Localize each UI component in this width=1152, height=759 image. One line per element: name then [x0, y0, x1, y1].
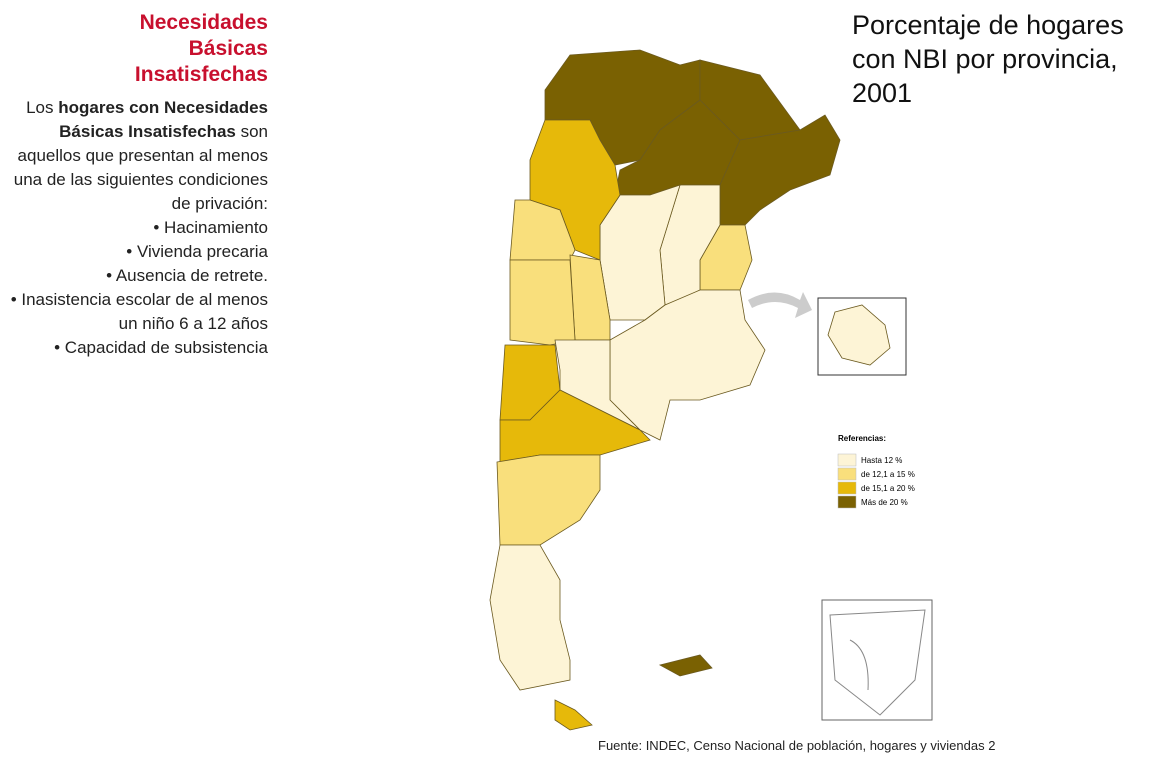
sidebar-title: Necesidades Básicas Insatisfechas [134, 11, 268, 86]
legend-title: Referencias: [838, 434, 886, 443]
source: Fuente: INDEC, Censo Nacional de poblaci… [598, 738, 996, 753]
sidebar: Necesidades Básicas Insatisfechas Los ho… [0, 10, 268, 360]
condition: • Inasistencia escolar de al menos un ni… [10, 290, 268, 333]
legend: Hasta 12 % de 12,1 a 15 % de 15,1 a 20 % Má… [837, 453, 915, 509]
antarctica-box [821, 599, 933, 721]
provinces [489, 49, 841, 731]
legend-swatch [837, 481, 857, 495]
intro-text: son aquellos que presentan al menos una … [13, 122, 268, 213]
legend-label: Más de 20 % [861, 498, 908, 507]
map-title: Porcentaje de hogares con NBI por provin… [852, 10, 1124, 108]
intro-bold: hogares con Necesidades Básicas Insatisf… [58, 98, 268, 141]
condition: • Ausencia de retrete. [106, 266, 268, 285]
inset-province [827, 304, 891, 366]
province [509, 259, 576, 346]
intro-text: Los [26, 98, 59, 117]
arrow [748, 292, 812, 318]
legend-label: Hasta 12 % [861, 456, 902, 465]
province [496, 454, 601, 546]
province [529, 119, 621, 261]
legend-swatch [837, 453, 857, 467]
legend-swatch [837, 467, 857, 481]
condition: • Hacinamiento [153, 218, 268, 237]
intro: Los hogares con Necesidades Básicas Insa… [0, 96, 268, 360]
legend-label: de 15,1 a 20 % [861, 484, 915, 493]
condition: • Vivienda precaria [126, 242, 268, 261]
legend-label: de 12,1 a 15 % [861, 470, 915, 479]
province [554, 699, 593, 731]
province [489, 544, 571, 691]
legend-swatch [837, 495, 857, 509]
islands [658, 654, 713, 677]
antarctica [829, 609, 926, 716]
condition: • Capacidad de subsistencia [54, 338, 268, 357]
